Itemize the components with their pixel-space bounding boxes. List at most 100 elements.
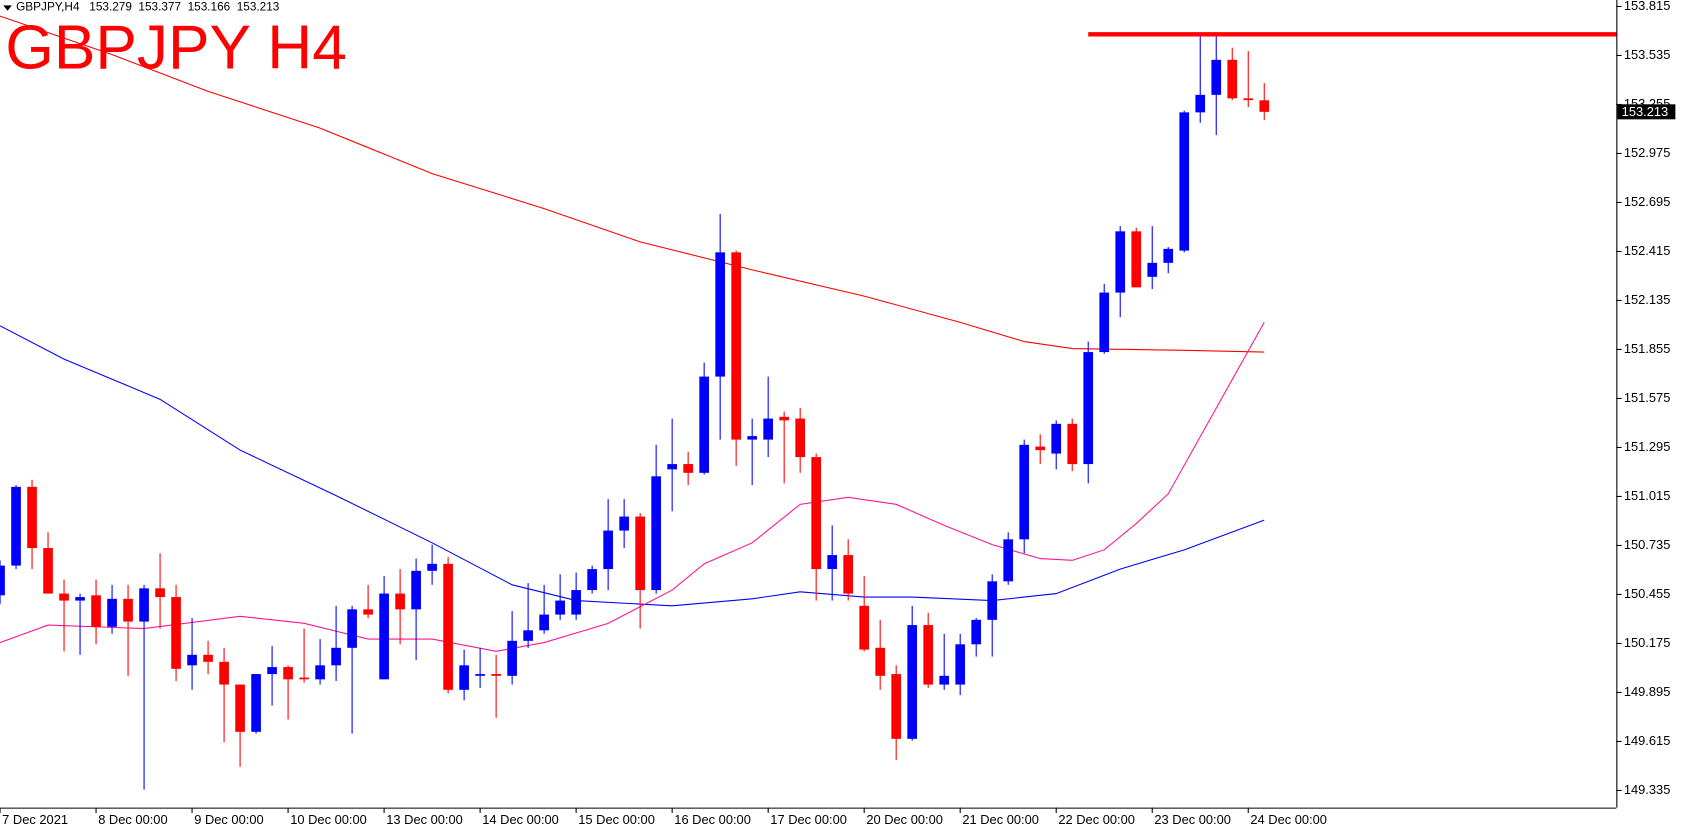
candle-body bbox=[347, 609, 357, 648]
candle-body bbox=[971, 619, 982, 645]
candle-body bbox=[939, 675, 950, 685]
y-tick-label: 153.815 bbox=[1624, 0, 1671, 13]
candle-body bbox=[795, 418, 806, 458]
candle-body bbox=[555, 600, 565, 615]
candle-body bbox=[1099, 292, 1110, 353]
y-tick-label: 152.415 bbox=[1624, 243, 1671, 258]
candle-body bbox=[171, 597, 181, 669]
candle-body bbox=[27, 486, 37, 549]
y-tick-label: 149.895 bbox=[1624, 684, 1671, 699]
current-price-label: 153.213 bbox=[1622, 104, 1669, 119]
candle-body bbox=[443, 563, 453, 690]
candle-body bbox=[1131, 231, 1142, 288]
candle-body bbox=[747, 436, 757, 440]
y-tick-label: 150.455 bbox=[1624, 586, 1671, 601]
chart-title: GBPJPY H4 bbox=[5, 14, 346, 83]
x-tick-label: 13 Dec 00:00 bbox=[386, 812, 463, 827]
candle-body bbox=[523, 630, 533, 641]
candle-body bbox=[267, 667, 277, 675]
candle-body bbox=[315, 665, 325, 680]
candle-body bbox=[331, 647, 341, 666]
x-tick-label: 17 Dec 00:00 bbox=[770, 812, 847, 827]
candle-body bbox=[0, 565, 5, 596]
header-close: 153.213 bbox=[237, 0, 280, 14]
candle-body bbox=[811, 457, 822, 570]
header-symbol: GBPJPY,H4 bbox=[16, 0, 80, 14]
y-tick-label: 151.295 bbox=[1624, 439, 1671, 454]
x-tick-label: 7 Dec 2021 bbox=[2, 812, 68, 827]
y-tick-label: 152.695 bbox=[1624, 194, 1671, 209]
x-tick-label: 22 Dec 00:00 bbox=[1058, 812, 1135, 827]
y-tick-label: 151.575 bbox=[1624, 390, 1671, 405]
candle-body bbox=[91, 595, 101, 627]
candle-body bbox=[859, 605, 870, 650]
candle-body bbox=[571, 590, 581, 615]
candle-body bbox=[363, 609, 373, 615]
x-tick-label: 14 Dec 00:00 bbox=[482, 812, 559, 827]
candle-body bbox=[187, 654, 197, 666]
candle-body bbox=[619, 516, 629, 531]
candle-body bbox=[427, 563, 437, 571]
candle-body bbox=[1179, 112, 1190, 251]
y-tick-label: 151.015 bbox=[1624, 488, 1671, 503]
candle-body bbox=[683, 464, 693, 473]
candle-body bbox=[459, 665, 469, 690]
candle-body bbox=[1211, 59, 1222, 95]
candle-body bbox=[651, 476, 661, 591]
candle-body bbox=[11, 486, 21, 566]
candle-body bbox=[1259, 100, 1270, 112]
candle-body bbox=[667, 464, 677, 470]
candle-body bbox=[987, 581, 998, 620]
y-tick-label: 149.335 bbox=[1624, 782, 1671, 797]
header-low: 153.166 bbox=[188, 0, 231, 14]
candle-body bbox=[251, 674, 261, 732]
candle-body bbox=[1243, 98, 1254, 101]
candle-body bbox=[75, 597, 85, 601]
candle-body bbox=[283, 667, 293, 680]
chart-header: GBPJPY,H4 153.279 153.377 153.166 153.21… bbox=[16, 0, 280, 14]
x-tick-label: 16 Dec 00:00 bbox=[674, 812, 751, 827]
candle-body bbox=[139, 588, 149, 622]
candle-body bbox=[827, 555, 838, 570]
candle-body bbox=[379, 593, 389, 680]
x-tick-label: 8 Dec 00:00 bbox=[98, 812, 167, 827]
candle-body bbox=[763, 418, 773, 440]
candle-body bbox=[699, 376, 709, 473]
y-tick-label: 149.615 bbox=[1624, 733, 1671, 748]
candle-body bbox=[1115, 231, 1126, 293]
candle-body bbox=[123, 598, 133, 622]
x-tick-label: 9 Dec 00:00 bbox=[194, 812, 263, 827]
candle-body bbox=[507, 640, 517, 676]
candle-body bbox=[715, 252, 725, 377]
moving-average bbox=[0, 322, 1265, 652]
x-tick-label: 10 Dec 00:00 bbox=[290, 812, 367, 827]
candle-body bbox=[491, 674, 501, 676]
candle-body bbox=[923, 625, 934, 685]
x-tick-label: 20 Dec 00:00 bbox=[866, 812, 943, 827]
candle-body bbox=[107, 598, 117, 627]
candle-body bbox=[1051, 423, 1062, 454]
candle-body bbox=[411, 570, 421, 610]
candle-body bbox=[1003, 539, 1014, 582]
candle-body bbox=[219, 661, 229, 685]
candle-body bbox=[1147, 262, 1158, 277]
y-tick-label: 150.175 bbox=[1624, 635, 1671, 650]
candle-body bbox=[1019, 444, 1030, 540]
candle-body bbox=[587, 569, 597, 591]
candle-body bbox=[235, 684, 245, 732]
candle-body bbox=[875, 647, 886, 676]
y-tick-label: 152.975 bbox=[1624, 145, 1671, 160]
y-tick-label: 152.135 bbox=[1624, 292, 1671, 307]
candle-body bbox=[43, 548, 53, 594]
header-open: 153.279 bbox=[89, 0, 132, 14]
y-tick-label: 153.535 bbox=[1624, 47, 1671, 62]
candle-body bbox=[731, 252, 741, 440]
candle-body bbox=[299, 677, 309, 680]
candle-body bbox=[955, 644, 966, 685]
candle-body bbox=[603, 530, 613, 570]
candle-body bbox=[779, 416, 789, 421]
plot-area bbox=[0, 15, 1617, 790]
candle-body bbox=[635, 516, 645, 591]
moving-average bbox=[0, 325, 1265, 607]
